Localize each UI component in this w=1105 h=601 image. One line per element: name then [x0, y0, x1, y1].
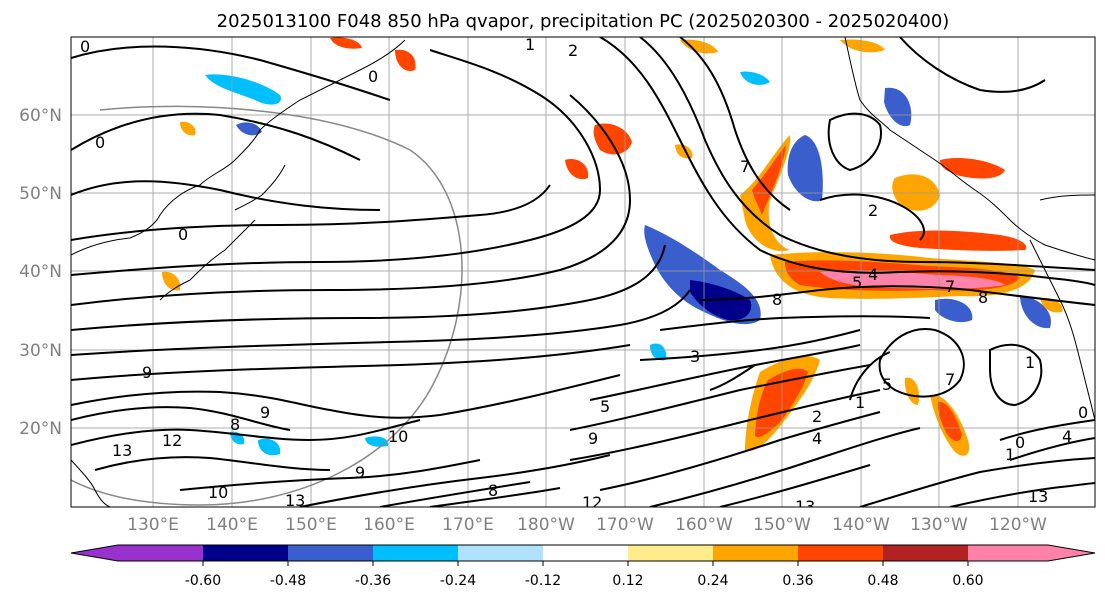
contour-label: 0 [1015, 433, 1025, 452]
colorbar-outline [70, 544, 1096, 562]
colorbar-segment [628, 545, 713, 561]
contour-label: 13 [112, 441, 132, 460]
contour-label: 0 [1078, 403, 1088, 422]
contour-label: 4 [868, 265, 878, 284]
lat-label: 30°N [19, 341, 62, 361]
colorbar-ticks [202, 561, 969, 566]
contour-label: 9 [142, 363, 152, 382]
contour-label: 4 [812, 429, 822, 448]
lon-label: 130°W [910, 515, 968, 535]
lat-label: 50°N [19, 184, 62, 204]
contour-label: 1 [1005, 445, 1015, 464]
colorbar-segment [373, 545, 458, 561]
domain-outline [71, 105, 463, 506]
contour-label: 5 [600, 397, 610, 416]
contour-label: 5 [852, 273, 862, 292]
lon-label: 120°W [989, 515, 1047, 535]
lon-label: 130°E [127, 515, 179, 535]
contour-label: 13 [795, 497, 815, 516]
colorbar-tick-label: -0.36 [355, 573, 391, 589]
contour-label: 3 [690, 347, 700, 366]
contour-label: 1 [855, 393, 865, 412]
qvapor-contours [71, 37, 1095, 507]
contour-label: 5 [882, 375, 892, 394]
contour-label: 2 [868, 201, 878, 220]
map-area: 0 0 0 0 1 2 2 7 5 4 7 8 8 1 5 1 9 8 9 10… [71, 35, 1095, 516]
contour-label: 2 [568, 41, 578, 60]
colorbar-segment [968, 545, 1048, 561]
colorbar-segment [883, 545, 968, 561]
lon-label: 170°E [442, 515, 494, 535]
longitude-labels: 130°E 140°E 150°E 160°E 170°E 180°W 170°… [127, 515, 1047, 535]
colorbar-tick-label: 0.60 [952, 573, 983, 589]
colorbar-segment [1048, 545, 1095, 561]
lon-label: 150°E [285, 515, 337, 535]
contour-label: 13 [1028, 487, 1048, 506]
colorbar-segment [203, 545, 288, 561]
contour-label: 4 [1062, 427, 1072, 446]
contour-label: 0 [368, 67, 378, 86]
colorbar-segment [798, 545, 883, 561]
precipitation-shading [162, 37, 1063, 456]
contour-labels: 0 0 0 0 1 2 2 7 5 4 7 8 8 1 5 1 9 8 9 10… [80, 35, 1088, 516]
colorbar: -0.60 -0.48 -0.36 -0.24 -0.12 0.12 0.24 … [70, 544, 1096, 589]
lon-label: 160°E [363, 515, 415, 535]
colorbar-tick-label: -0.12 [525, 573, 561, 589]
contour-label: 8 [488, 481, 498, 500]
latitude-labels: 60°N 50°N 40°N 30°N 20°N [19, 106, 62, 439]
contour-label: 1 [1025, 353, 1035, 372]
map-title: 2025013100 F048 850 hPa qvapor, precipit… [217, 11, 950, 32]
contour-label: 10 [208, 483, 228, 502]
contour-label: 7 [945, 277, 955, 296]
contour-label: 10 [388, 427, 408, 446]
lon-label: 160°W [675, 515, 733, 535]
contour-label: 7 [945, 370, 955, 389]
contour-label: 8 [230, 415, 240, 434]
colorbar-tick-label: 0.48 [867, 573, 898, 589]
lat-label: 60°N [19, 106, 62, 126]
colorbar-segment [543, 545, 628, 561]
contour-label: 12 [162, 431, 182, 450]
lon-label: 140°W [832, 515, 890, 535]
contour-label: 1 [525, 35, 535, 54]
map-frame [70, 36, 1096, 508]
colorbar-tick-label: -0.24 [440, 573, 476, 589]
colorbar-segment [458, 545, 543, 561]
colorbar-tick-label: -0.48 [270, 573, 306, 589]
contour-label: 13 [285, 491, 305, 510]
colorbar-segment [71, 545, 118, 561]
contour-label: 0 [80, 37, 90, 56]
contour-label: 7 [740, 157, 750, 176]
colorbar-tick-label: 0.36 [782, 573, 813, 589]
contour-label: 0 [178, 225, 188, 244]
lon-label: 150°W [753, 515, 811, 535]
contour-label: 2 [812, 407, 822, 426]
lat-label: 20°N [19, 419, 62, 439]
contour-label: 8 [978, 288, 988, 307]
contour-label: 12 [582, 493, 602, 512]
contour-label: 9 [588, 429, 598, 448]
colorbar-tick-label: 0.12 [612, 573, 643, 589]
contour-label: 9 [355, 463, 365, 482]
colorbar-tick-label: -0.60 [185, 573, 221, 589]
contour-label: 8 [772, 290, 782, 309]
lon-label: 180°W [517, 515, 575, 535]
contour-label: 9 [260, 403, 270, 422]
colorbar-segment [288, 545, 373, 561]
colorbar-segment [118, 545, 203, 561]
lon-label: 170°W [596, 515, 654, 535]
contour-label: 0 [95, 133, 105, 152]
lon-label: 140°E [206, 515, 258, 535]
lat-label: 40°N [19, 262, 62, 282]
colorbar-segment [713, 545, 798, 561]
colorbar-tick-label: 0.24 [697, 573, 728, 589]
